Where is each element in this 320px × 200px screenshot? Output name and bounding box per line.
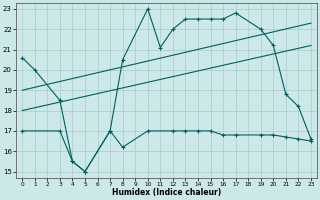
X-axis label: Humidex (Indice chaleur): Humidex (Indice chaleur)	[112, 188, 221, 197]
